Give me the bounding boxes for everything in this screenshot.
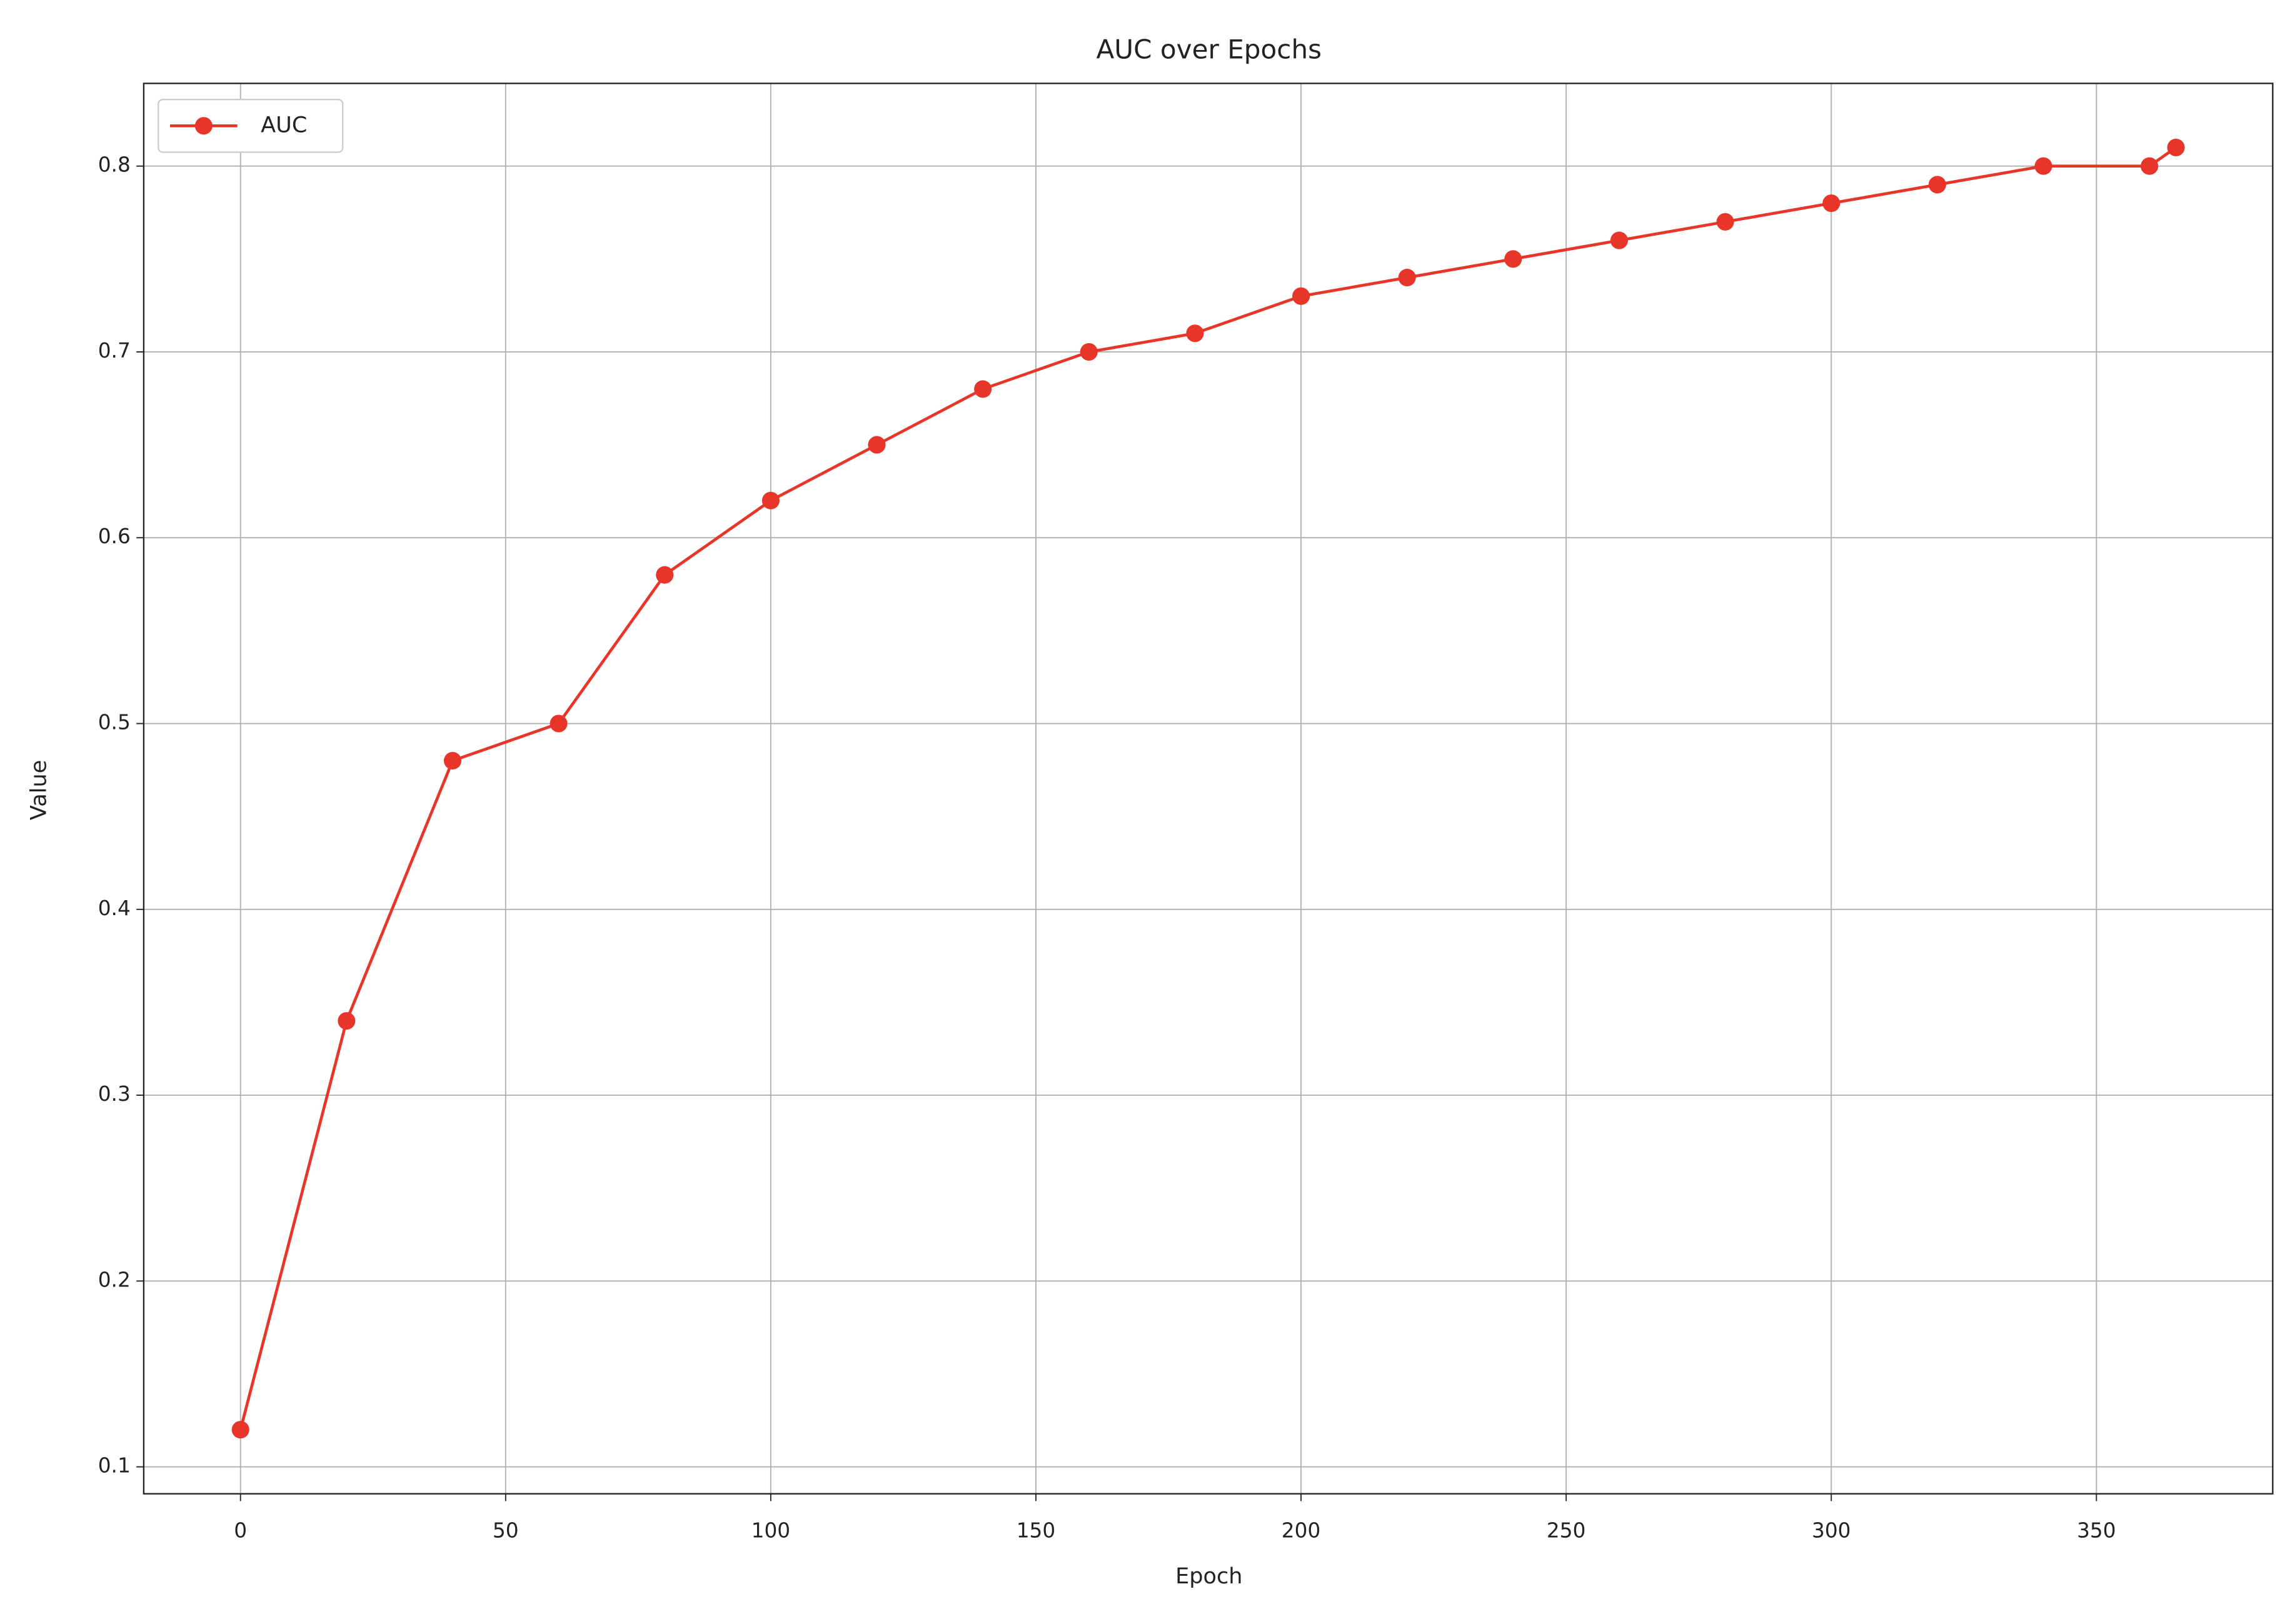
marker xyxy=(1080,343,1098,361)
marker xyxy=(443,751,462,770)
y-tick-label: 0.1 xyxy=(98,1454,131,1478)
plot-frame xyxy=(143,83,2274,1495)
marker xyxy=(2034,157,2052,175)
marker xyxy=(1186,324,1204,343)
x-tick-label: 300 xyxy=(1812,1519,1851,1543)
x-tick-label: 250 xyxy=(1547,1519,1586,1543)
x-tick-label: 200 xyxy=(1282,1519,1321,1543)
marker xyxy=(1928,176,1946,194)
x-tick-label: 0 xyxy=(234,1519,247,1543)
x-tick-label: 350 xyxy=(2077,1519,2116,1543)
y-tick-label: 0.4 xyxy=(98,896,131,920)
x-axis-label: Epoch xyxy=(1175,1563,1242,1589)
marker xyxy=(338,1012,356,1030)
legend-box xyxy=(158,98,344,153)
marker xyxy=(2167,138,2185,157)
x-tick-label: 100 xyxy=(751,1519,791,1543)
marker xyxy=(2141,157,2159,175)
marker xyxy=(550,714,568,733)
marker xyxy=(868,436,886,454)
marker xyxy=(1716,213,1734,231)
marker xyxy=(1292,287,1310,305)
chart-title: AUC over Epochs xyxy=(1097,34,1322,64)
y-tick-label: 0.3 xyxy=(98,1082,131,1106)
line xyxy=(239,146,2177,1430)
marker xyxy=(656,566,674,584)
x-tick-label: 150 xyxy=(1017,1519,1056,1543)
marker xyxy=(1504,250,1522,268)
legend-label: AUC xyxy=(261,112,307,138)
marker xyxy=(761,491,780,509)
y-axis-label: Value xyxy=(26,760,52,820)
y-tick-label: 0.8 xyxy=(98,153,131,177)
marker xyxy=(974,380,992,398)
y-tick-label: 0.2 xyxy=(98,1268,131,1291)
x-tick-label: 50 xyxy=(493,1519,519,1543)
y-tick-label: 0.6 xyxy=(98,524,131,548)
legend-marker xyxy=(194,117,213,135)
y-tick-label: 0.5 xyxy=(98,711,131,734)
marker xyxy=(1822,194,1841,213)
y-tick-label: 0.7 xyxy=(98,339,131,363)
marker xyxy=(1398,269,1416,287)
marker xyxy=(1610,231,1629,249)
marker xyxy=(231,1421,249,1439)
